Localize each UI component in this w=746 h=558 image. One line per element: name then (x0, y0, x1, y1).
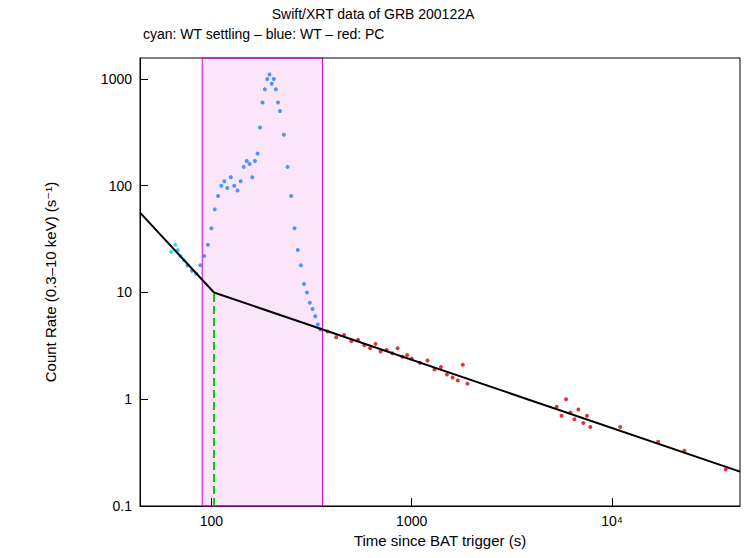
svg-text:cyan: WT settling – blue: WT –: cyan: WT settling – blue: WT – red: PC (143, 26, 384, 42)
svg-text:1000: 1000 (396, 513, 427, 529)
svg-text:10: 10 (116, 284, 132, 300)
svg-text:Swift/XRT data of GRB 200122A: Swift/XRT data of GRB 200122A (272, 6, 475, 22)
svg-text:0.1: 0.1 (113, 498, 133, 514)
svg-text:1000: 1000 (101, 71, 132, 87)
svg-text:Count Rate (0.3–10 keV) (s⁻¹): Count Rate (0.3–10 keV) (s⁻¹) (42, 182, 59, 383)
svg-text:100: 100 (200, 513, 224, 529)
svg-text:10⁴: 10⁴ (601, 513, 623, 529)
svg-text:1: 1 (124, 391, 132, 407)
svg-text:Time since BAT trigger (s): Time since BAT trigger (s) (354, 532, 526, 549)
svg-text:100: 100 (109, 178, 133, 194)
